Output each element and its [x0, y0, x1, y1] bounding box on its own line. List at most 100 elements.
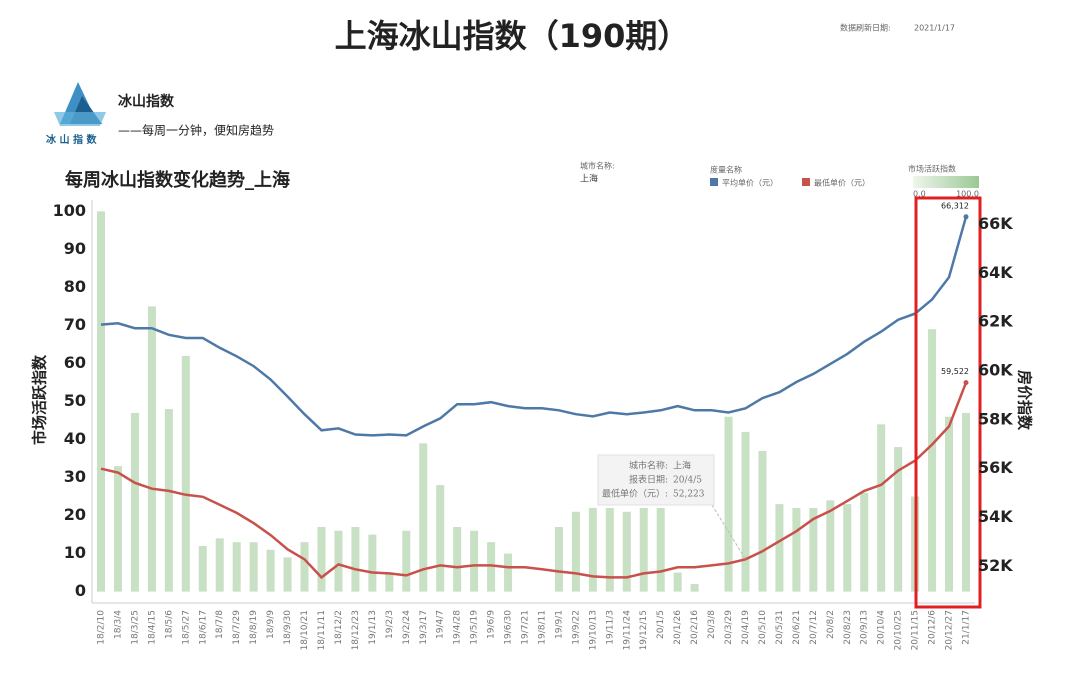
- bar: [605, 507, 614, 592]
- bar: [877, 424, 886, 592]
- x-tick-label: 19/12/15: [639, 610, 649, 650]
- bar: [724, 416, 733, 592]
- x-tick-label: 18/4/15: [147, 610, 157, 645]
- y-tick-label: 90: [64, 239, 86, 258]
- tooltip-value: 上海: [673, 460, 691, 472]
- x-tick-label: 19/10/13: [588, 610, 598, 650]
- bar: [385, 572, 394, 592]
- y-tick-label: 30: [64, 467, 86, 486]
- y2-tick-label: 66K: [978, 214, 1013, 233]
- tooltip-label: 报表日期:: [629, 474, 668, 486]
- filter-label: 城市名称:: [580, 161, 615, 171]
- point-marker: [963, 380, 969, 386]
- logo-text: 冰 山 指 数: [46, 133, 97, 146]
- y-tick-label: 80: [64, 277, 86, 296]
- y2-tick-label: 62K: [978, 312, 1013, 331]
- color-legend-label: 0.0: [913, 190, 926, 199]
- x-tick-label: 20/11/15: [911, 610, 921, 650]
- x-tick-label: 20/1/5: [656, 610, 666, 639]
- legend-swatch: [710, 178, 718, 186]
- refresh-label: 数据刷新日期:: [840, 23, 891, 33]
- bar: [894, 447, 903, 592]
- measure-label: 度量名称: [710, 165, 742, 175]
- x-tick-label: 19/3/17: [419, 610, 429, 645]
- x-tick-label: 19/9/1: [554, 610, 564, 639]
- bar: [453, 526, 462, 592]
- x-tick-label: 20/9/13: [860, 610, 870, 645]
- y2-tick-label: 52K: [978, 556, 1013, 575]
- x-tick-label: 19/9/22: [571, 610, 581, 645]
- tooltip-label: 城市名称:: [629, 460, 668, 472]
- x-tick-label: 18/7/8: [215, 610, 225, 639]
- legend-label: 最低单价（元）: [814, 178, 870, 188]
- bar: [283, 557, 292, 592]
- x-tick-label: 19/7/21: [521, 610, 531, 645]
- brand-slogan: ——每周一分钟，便知房趋势: [118, 123, 274, 138]
- x-tick-label: 18/3/4: [113, 610, 123, 639]
- bar: [588, 507, 597, 592]
- color-legend-title: 市场活跃指数: [908, 164, 956, 174]
- bar: [130, 412, 139, 592]
- bar: [300, 542, 309, 592]
- data-label: 66,312: [941, 201, 969, 210]
- bar: [334, 530, 343, 592]
- bar: [113, 466, 122, 592]
- x-tick-label: 20/5/10: [758, 610, 768, 645]
- x-tick-label: 19/6/30: [504, 610, 514, 645]
- bar: [809, 507, 818, 592]
- y-tick-label: 20: [64, 505, 86, 524]
- bar: [860, 492, 869, 592]
- bar: [181, 355, 190, 592]
- bar: [741, 431, 750, 592]
- x-tick-label: 20/10/4: [877, 610, 887, 645]
- x-tick-label: 18/9/9: [266, 610, 276, 639]
- bar: [351, 526, 360, 592]
- tooltip-pointer: [711, 504, 746, 560]
- bar: [368, 534, 377, 592]
- bar: [504, 553, 513, 592]
- line: [100, 382, 968, 580]
- bar: [97, 211, 105, 592]
- point-marker: [963, 214, 969, 220]
- y2-tick-label: 58K: [978, 409, 1013, 428]
- bar: [792, 507, 801, 592]
- bar: [232, 542, 241, 592]
- x-tick-label: 18/10/21: [300, 610, 310, 650]
- x-tick-label: 20/12/27: [945, 610, 955, 650]
- bar: [826, 500, 835, 592]
- x-tick-label: 18/2/10: [97, 610, 107, 645]
- y-axis-label: 市场活跃指数: [31, 354, 49, 445]
- x-tick-label: 20/8/2: [826, 610, 836, 639]
- legend-label: 平均单价（元）: [722, 178, 778, 188]
- x-tick-label: 18/8/19: [249, 610, 259, 645]
- bar: [690, 583, 699, 592]
- x-tick-label: 18/12/2: [334, 610, 344, 645]
- color-legend-label: 100.0: [956, 190, 979, 199]
- y2-tick-label: 60K: [978, 360, 1013, 379]
- page-title: 上海冰山指数（190期）: [335, 17, 690, 55]
- x-tick-label: 19/6/9: [487, 610, 497, 639]
- x-tick-label: 21/1/17: [962, 610, 972, 645]
- x-tick-label: 20/1/26: [673, 610, 683, 645]
- bar: [436, 485, 445, 592]
- x-tick-label: 20/10/25: [894, 610, 904, 650]
- x-tick-label: 19/8/11: [537, 610, 547, 645]
- bar: [402, 530, 411, 592]
- y2-tick-label: 64K: [978, 263, 1013, 282]
- legend-swatch: [802, 178, 810, 186]
- x-tick-label: 20/3/29: [724, 610, 734, 645]
- x-tick-label: 20/7/12: [809, 610, 819, 645]
- logo: [54, 82, 106, 126]
- bar: [656, 507, 665, 592]
- data-label: 59,522: [941, 367, 969, 376]
- x-tick-label: 20/3/8: [707, 610, 717, 639]
- x-tick-label: 19/11/24: [622, 610, 632, 651]
- x-tick-label: 20/12/6: [928, 610, 938, 645]
- y2-tick-label: 54K: [978, 507, 1013, 526]
- color-legend-bar: [913, 176, 979, 188]
- line: [100, 216, 968, 437]
- x-tick-label: 20/2/16: [690, 610, 700, 645]
- x-tick-label: 19/1/13: [368, 610, 378, 645]
- bar: [198, 545, 207, 592]
